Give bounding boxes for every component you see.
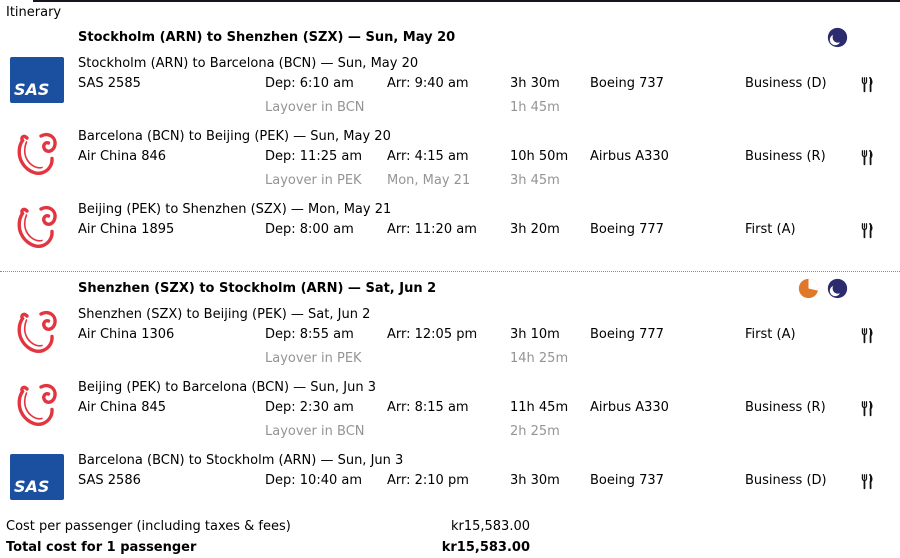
section-heading: Shenzhen (SZX) to Stockholm (ARN) — Sat,… bbox=[78, 280, 437, 296]
aircraft-type: Boeing 737 bbox=[590, 473, 664, 488]
departure-time: Dep: 8:55 am bbox=[265, 327, 354, 342]
flight-number: Air China 846 bbox=[78, 149, 167, 164]
arrival-time: Arr: 2:10 pm bbox=[387, 473, 469, 488]
total-cost-label: Total cost for 1 passenger bbox=[6, 540, 197, 555]
flight-number: SAS 2586 bbox=[78, 473, 141, 488]
leg-route: Barcelona (BCN) to Beijing (PEK) — Sun, … bbox=[78, 129, 391, 144]
meal-icon bbox=[855, 470, 900, 496]
daynight-indicators bbox=[827, 27, 848, 48]
top-border-line bbox=[33, 0, 900, 2]
aircraft-type: Airbus A330 bbox=[590, 149, 669, 164]
flight-number: SAS 2585 bbox=[78, 76, 141, 91]
arrival-time: Arr: 9:40 am bbox=[387, 76, 469, 91]
arrival-time: Arr: 11:20 am bbox=[387, 222, 477, 237]
meal-icon bbox=[855, 146, 900, 172]
departure-time: Dep: 2:30 am bbox=[265, 400, 354, 415]
leg-route: Stockholm (ARN) to Barcelona (BCN) — Sun… bbox=[78, 56, 419, 71]
day-pie-icon bbox=[798, 278, 819, 299]
flight-duration: 11h 45m bbox=[510, 400, 569, 415]
departure-time: Dep: 6:10 am bbox=[265, 76, 354, 91]
cabin-class: First (A) bbox=[745, 327, 796, 342]
cost-per-passenger-label: Cost per passenger (including taxes & fe… bbox=[6, 519, 291, 534]
leg-route: Shenzhen (SZX) to Beijing (PEK) — Sat, J… bbox=[78, 307, 371, 322]
sas-logo-text: SAS bbox=[14, 80, 50, 99]
flight-number: Air China 845 bbox=[78, 400, 167, 415]
cabin-class: Business (D) bbox=[745, 473, 827, 488]
meal-icon bbox=[855, 73, 900, 99]
flight-leg: SAS Stockholm (ARN) to Barcelona (BCN) —… bbox=[0, 50, 900, 123]
layover-arrival-date: Mon, May 21 bbox=[387, 173, 471, 188]
meal-icon bbox=[855, 324, 900, 350]
aircraft-type: Boeing 777 bbox=[590, 222, 664, 237]
flight-duration: 10h 50m bbox=[510, 149, 569, 164]
arrival-time: Arr: 8:15 am bbox=[387, 400, 469, 415]
sas-airline-logo: SAS bbox=[10, 57, 64, 103]
cabin-class: Business (R) bbox=[745, 149, 826, 164]
cabin-class: First (A) bbox=[745, 222, 796, 237]
aircraft-type: Boeing 777 bbox=[590, 327, 664, 342]
daynight-indicators bbox=[798, 278, 848, 299]
flight-leg: Beijing (PEK) to Barcelona (BCN) — Sun, … bbox=[0, 374, 900, 447]
layover-duration: 2h 25m bbox=[510, 424, 560, 439]
layover-label: Layover in BCN bbox=[265, 424, 365, 439]
layover-duration: 3h 45m bbox=[510, 173, 560, 188]
aircraft-type: Boeing 737 bbox=[590, 76, 664, 91]
flight-number: Air China 1306 bbox=[78, 327, 175, 342]
air-china-airline-logo bbox=[10, 132, 60, 186]
departure-time: Dep: 11:25 am bbox=[265, 149, 362, 164]
cost-per-passenger-value: kr15,583.00 bbox=[450, 519, 530, 534]
leg-route: Barcelona (BCN) to Stockholm (ARN) — Sun… bbox=[78, 453, 404, 468]
cabin-class: Business (D) bbox=[745, 76, 827, 91]
sas-logo-text: SAS bbox=[14, 477, 50, 496]
section-heading: Stockholm (ARN) to Shenzhen (SZX) — Sun,… bbox=[78, 29, 456, 45]
flight-leg: SAS Barcelona (BCN) to Stockholm (ARN) —… bbox=[0, 447, 900, 507]
flight-duration: 3h 30m bbox=[510, 473, 560, 488]
layover-label: Layover in BCN bbox=[265, 100, 365, 115]
section-header-outbound: Stockholm (ARN) to Shenzhen (SZX) — Sun,… bbox=[0, 21, 900, 50]
air-china-airline-logo bbox=[10, 205, 60, 259]
total-cost-value: kr15,583.00 bbox=[441, 540, 530, 555]
leg-route: Beijing (PEK) to Shenzhen (SZX) — Mon, M… bbox=[78, 202, 392, 217]
layover-duration: 1h 45m bbox=[510, 100, 560, 115]
flight-duration: 3h 20m bbox=[510, 222, 560, 237]
moon-icon bbox=[827, 278, 848, 299]
layover-duration: 14h 25m bbox=[510, 351, 569, 366]
meal-icon bbox=[855, 219, 900, 245]
flight-leg: Barcelona (BCN) to Beijing (PEK) — Sun, … bbox=[0, 123, 900, 196]
arrival-time: Arr: 4:15 am bbox=[387, 149, 469, 164]
departure-time: Dep: 10:40 am bbox=[265, 473, 362, 488]
cabin-class: Business (R) bbox=[745, 400, 826, 415]
leg-route: Beijing (PEK) to Barcelona (BCN) — Sun, … bbox=[78, 380, 377, 395]
flight-duration: 3h 30m bbox=[510, 76, 560, 91]
moon-icon bbox=[827, 27, 848, 48]
section-header-return: Shenzhen (SZX) to Stockholm (ARN) — Sat,… bbox=[0, 271, 900, 301]
meal-icon bbox=[855, 397, 900, 423]
sas-airline-logo: SAS bbox=[10, 454, 64, 500]
cost-per-passenger-row: Cost per passenger (including taxes & fe… bbox=[0, 516, 900, 537]
flight-number: Air China 1895 bbox=[78, 222, 175, 237]
arrival-time: Arr: 12:05 pm bbox=[387, 327, 478, 342]
cost-summary: Cost per passenger (including taxes & fe… bbox=[0, 516, 900, 558]
flight-duration: 3h 10m bbox=[510, 327, 560, 342]
total-cost-row: Total cost for 1 passenger kr15,583.00 bbox=[0, 537, 900, 558]
page-title: Itinerary bbox=[6, 5, 62, 20]
flight-leg: Beijing (PEK) to Shenzhen (SZX) — Mon, M… bbox=[0, 196, 900, 266]
aircraft-type: Airbus A330 bbox=[590, 400, 669, 415]
air-china-airline-logo bbox=[10, 383, 60, 437]
layover-label: Layover in PEK bbox=[265, 173, 362, 188]
air-china-airline-logo bbox=[10, 310, 60, 364]
departure-time: Dep: 8:00 am bbox=[265, 222, 354, 237]
flight-leg: Shenzhen (SZX) to Beijing (PEK) — Sat, J… bbox=[0, 301, 900, 374]
layover-label: Layover in PEK bbox=[265, 351, 362, 366]
